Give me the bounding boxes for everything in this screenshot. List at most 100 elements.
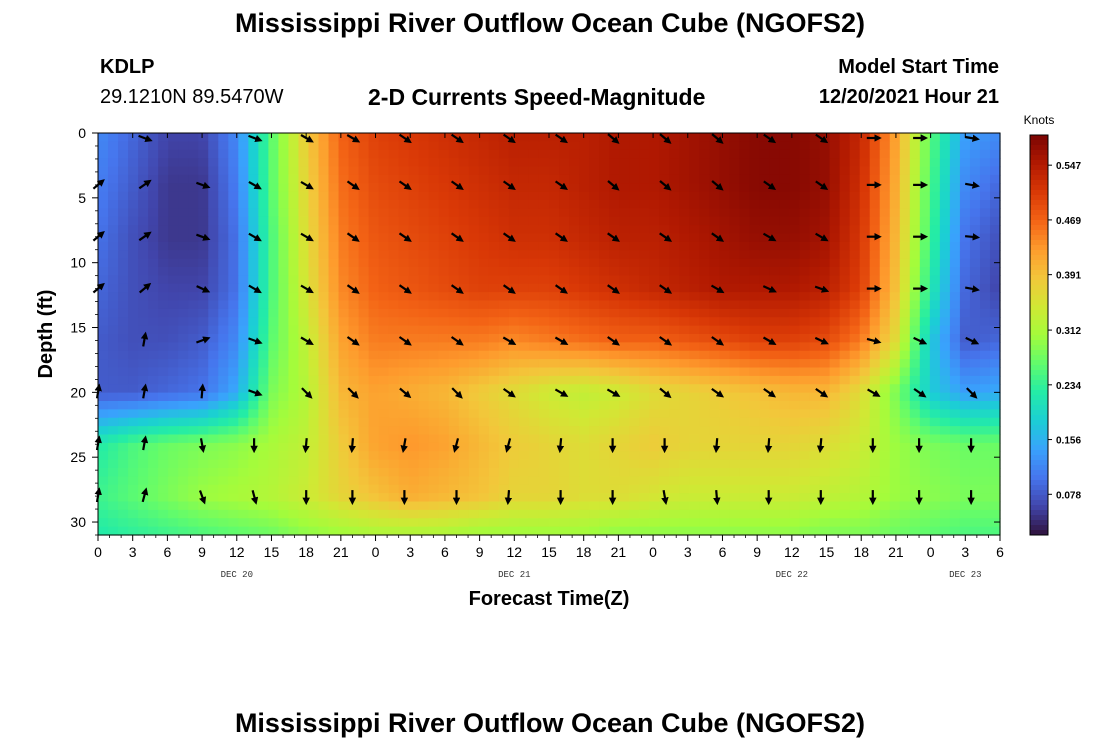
heatmap-cell: [148, 392, 159, 402]
heatmap-cell: [919, 158, 931, 168]
heatmap-cell: [599, 350, 610, 360]
heatmap-cell: [518, 334, 530, 343]
colorbar-step: [1030, 405, 1048, 411]
heatmap-cell: [859, 133, 871, 142]
heatmap-cell: [518, 468, 530, 477]
heatmap-cell: [939, 375, 951, 385]
heatmap-cell: [849, 133, 861, 142]
heatmap-cell: [208, 317, 219, 327]
heatmap-cell: [318, 149, 330, 159]
heatmap-cell: [709, 375, 720, 385]
heatmap-cell: [599, 166, 610, 176]
heatmap-cell: [158, 501, 169, 511]
heatmap-cell: [559, 442, 570, 452]
colorbar-step: [1030, 200, 1048, 206]
heatmap-cell: [739, 426, 751, 436]
heatmap-cell: [528, 241, 540, 251]
heatmap-cell: [589, 509, 600, 519]
heatmap-cell: [378, 468, 390, 477]
heatmap-cell: [879, 250, 891, 260]
heatmap-cell: [258, 484, 269, 494]
heatmap-cell: [769, 342, 781, 352]
heatmap-cell: [959, 250, 971, 260]
heatmap-cell: [318, 451, 330, 461]
heatmap-cell: [829, 174, 841, 184]
heatmap-cell: [949, 300, 961, 310]
heatmap-cell: [879, 468, 891, 477]
heatmap-cell: [328, 384, 340, 394]
heatmap-cell: [208, 300, 219, 310]
heatmap-cell: [518, 459, 530, 469]
heatmap-cell: [458, 200, 470, 209]
current-arrow: [965, 285, 980, 293]
heatmap-cell: [138, 417, 149, 427]
colorbar-step: [1030, 205, 1048, 211]
heatmap-cell: [749, 267, 761, 276]
heatmap-cell: [599, 518, 610, 528]
heatmap-cell: [388, 174, 400, 184]
heatmap-cell: [358, 392, 370, 402]
heatmap-cell: [599, 241, 610, 251]
heatmap-cell: [288, 375, 300, 385]
heatmap-cell: [959, 509, 971, 519]
heatmap-cell: [569, 317, 580, 327]
heatmap-cell: [589, 292, 600, 302]
heatmap-cell: [428, 191, 440, 201]
heatmap-cell: [258, 166, 269, 176]
heatmap-cell: [188, 200, 199, 209]
heatmap-cell: [328, 267, 340, 276]
heatmap-cell: [819, 468, 831, 477]
heatmap-cell: [779, 375, 791, 385]
heatmap-cell: [549, 283, 560, 293]
heatmap-cell: [859, 484, 871, 494]
heatmap-cell: [188, 191, 199, 201]
heatmap-cell: [508, 501, 520, 511]
heatmap-cell: [388, 384, 400, 394]
heatmap-cell: [398, 225, 410, 235]
heatmap-cell: [749, 241, 761, 251]
heatmap-cell: [859, 359, 871, 369]
heatmap-cell: [879, 459, 891, 469]
heatmap-cell: [318, 133, 330, 142]
heatmap-cell: [448, 350, 460, 360]
heatmap-cell: [218, 384, 229, 394]
heatmap-cell: [729, 325, 741, 335]
heatmap-cell: [889, 166, 901, 176]
heatmap-cell: [739, 191, 751, 201]
heatmap-cell: [759, 283, 771, 293]
heatmap-cell: [799, 208, 811, 218]
heatmap-cell: [498, 359, 510, 369]
heatmap-cell: [829, 392, 841, 402]
heatmap-cell: [679, 292, 690, 302]
heatmap-cell: [428, 208, 440, 218]
heatmap-cell: [518, 308, 530, 318]
heatmap-cell: [629, 468, 640, 477]
heatmap-cell: [338, 275, 350, 285]
heatmap-cell: [629, 409, 640, 419]
heatmap-cell: [428, 233, 440, 243]
heatmap-cell: [538, 275, 550, 285]
heatmap-cell: [929, 468, 941, 477]
heatmap-cell: [288, 468, 300, 477]
heatmap-cell: [569, 459, 580, 469]
heatmap-cell: [308, 384, 320, 394]
heatmap-cell: [559, 275, 570, 285]
heatmap-cell: [418, 509, 430, 519]
heatmap-cell: [418, 191, 430, 201]
heatmap-cell: [258, 442, 269, 452]
heatmap-cell: [739, 292, 751, 302]
heatmap-cell: [609, 518, 620, 528]
current-arrow: [450, 336, 464, 346]
heatmap-cell: [859, 250, 871, 260]
heatmap-cell: [288, 241, 300, 251]
heatmap-cell: [318, 375, 330, 385]
heatmap-cell: [398, 384, 410, 394]
heatmap-cell: [458, 267, 470, 276]
heatmap-cell: [899, 191, 911, 201]
heatmap-cell: [538, 334, 550, 343]
heatmap-cell: [108, 216, 119, 226]
heatmap-cell: [348, 317, 360, 327]
heatmap-cell: [689, 216, 700, 226]
heatmap-cell: [869, 526, 881, 536]
heatmap-cell: [228, 426, 239, 436]
